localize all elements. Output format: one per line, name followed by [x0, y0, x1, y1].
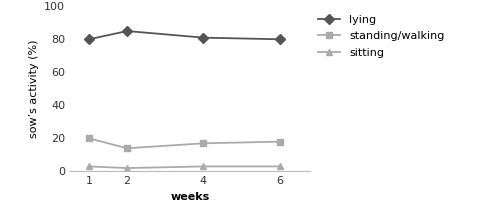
- standing/walking: [276, 140, 282, 143]
- standing/walking: [86, 137, 92, 140]
- standing/walking: [200, 142, 206, 145]
- X-axis label: weeks: weeks: [170, 192, 209, 202]
- standing/walking: [124, 147, 130, 149]
- lying: [200, 36, 206, 39]
- sitting: [276, 165, 282, 168]
- sitting: [200, 165, 206, 168]
- Line: standing/walking: standing/walking: [86, 135, 283, 152]
- Line: lying: lying: [86, 28, 283, 43]
- lying: [86, 38, 92, 41]
- Legend: lying, standing/walking, sitting: lying, standing/walking, sitting: [318, 15, 444, 58]
- Y-axis label: sow’s activity (%): sow’s activity (%): [28, 40, 38, 138]
- Line: sitting: sitting: [86, 163, 283, 172]
- lying: [276, 38, 282, 41]
- lying: [124, 30, 130, 32]
- sitting: [124, 167, 130, 169]
- sitting: [86, 165, 92, 168]
